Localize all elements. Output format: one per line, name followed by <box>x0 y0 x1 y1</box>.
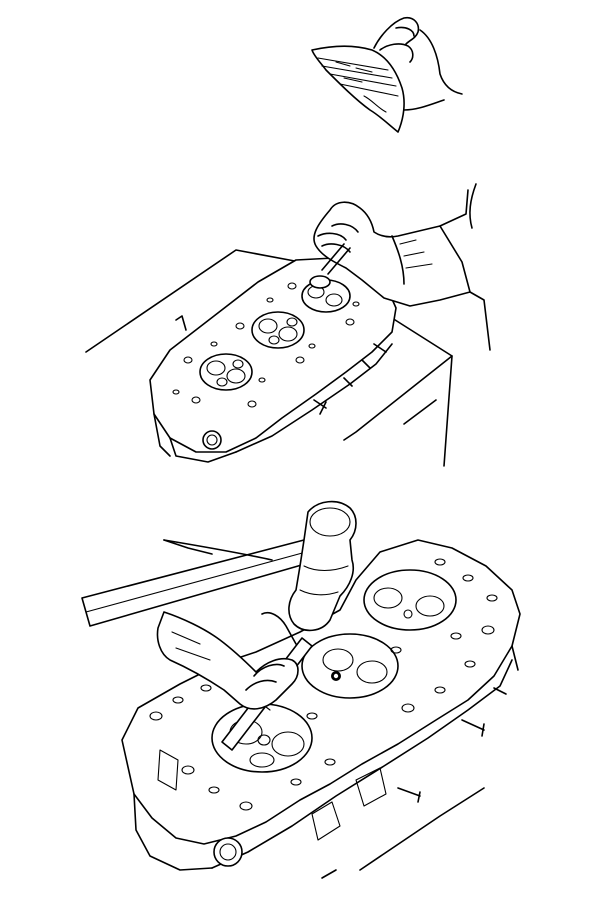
combustion-chamber-b <box>301 633 399 699</box>
figure-3-hammer-and-drift <box>81 500 521 879</box>
exhaust-port-icon <box>202 430 222 450</box>
exhaust-port-icon-large <box>213 837 243 867</box>
hammer <box>81 500 357 632</box>
figure-2-cylinder-head-on-bench <box>85 183 491 467</box>
head-bolt-holes-large <box>149 558 498 811</box>
combustion-chamber-1 <box>199 353 253 391</box>
combustion-chamber-2 <box>251 311 305 349</box>
figure-1-hand-with-rag <box>311 16 463 133</box>
combustion-chamber-c <box>363 569 457 631</box>
